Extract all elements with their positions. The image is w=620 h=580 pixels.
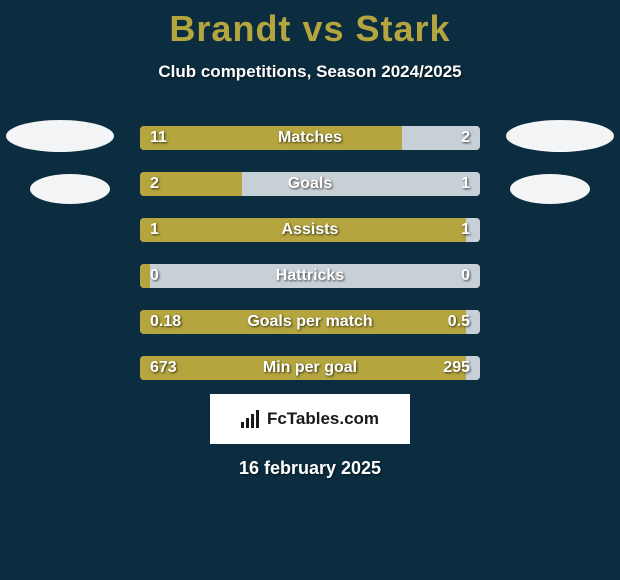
- stat-label: Min per goal: [140, 356, 480, 380]
- stat-label: Matches: [140, 126, 480, 150]
- footer: FcTables.com 16 february 2025: [0, 388, 620, 479]
- stat-row: 112Matches: [140, 126, 480, 150]
- subtitle: Club competitions, Season 2024/2025: [0, 62, 620, 82]
- decorative-ellipse: [510, 174, 590, 204]
- stat-label: Hattricks: [140, 264, 480, 288]
- vs-text: vs: [302, 8, 344, 49]
- date-label: 16 february 2025: [0, 458, 620, 479]
- decorative-ellipse: [6, 120, 114, 152]
- stat-row: 00Hattricks: [140, 264, 480, 288]
- stat-row: 21Goals: [140, 172, 480, 196]
- stat-row: 0.180.5Goals per match: [140, 310, 480, 334]
- page-title: Brandt vs Stark: [0, 0, 620, 50]
- source-badge: FcTables.com: [210, 394, 410, 444]
- badge-text: FcTables.com: [267, 409, 379, 429]
- chart-icon: [241, 410, 261, 428]
- stat-label: Assists: [140, 218, 480, 242]
- stat-label: Goals per match: [140, 310, 480, 334]
- comparison-card: Brandt vs Stark Club competitions, Seaso…: [0, 0, 620, 580]
- player2-name: Stark: [356, 8, 451, 49]
- stat-rows: 112Matches 21Goals 11Assists 00Hattricks 0.1…: [140, 126, 480, 402]
- player1-name: Brandt: [169, 8, 291, 49]
- stat-row: 11Assists: [140, 218, 480, 242]
- decorative-ellipse: [30, 174, 110, 204]
- stat-row: 673295Min per goal: [140, 356, 480, 380]
- stat-label: Goals: [140, 172, 480, 196]
- decorative-ellipse: [506, 120, 614, 152]
